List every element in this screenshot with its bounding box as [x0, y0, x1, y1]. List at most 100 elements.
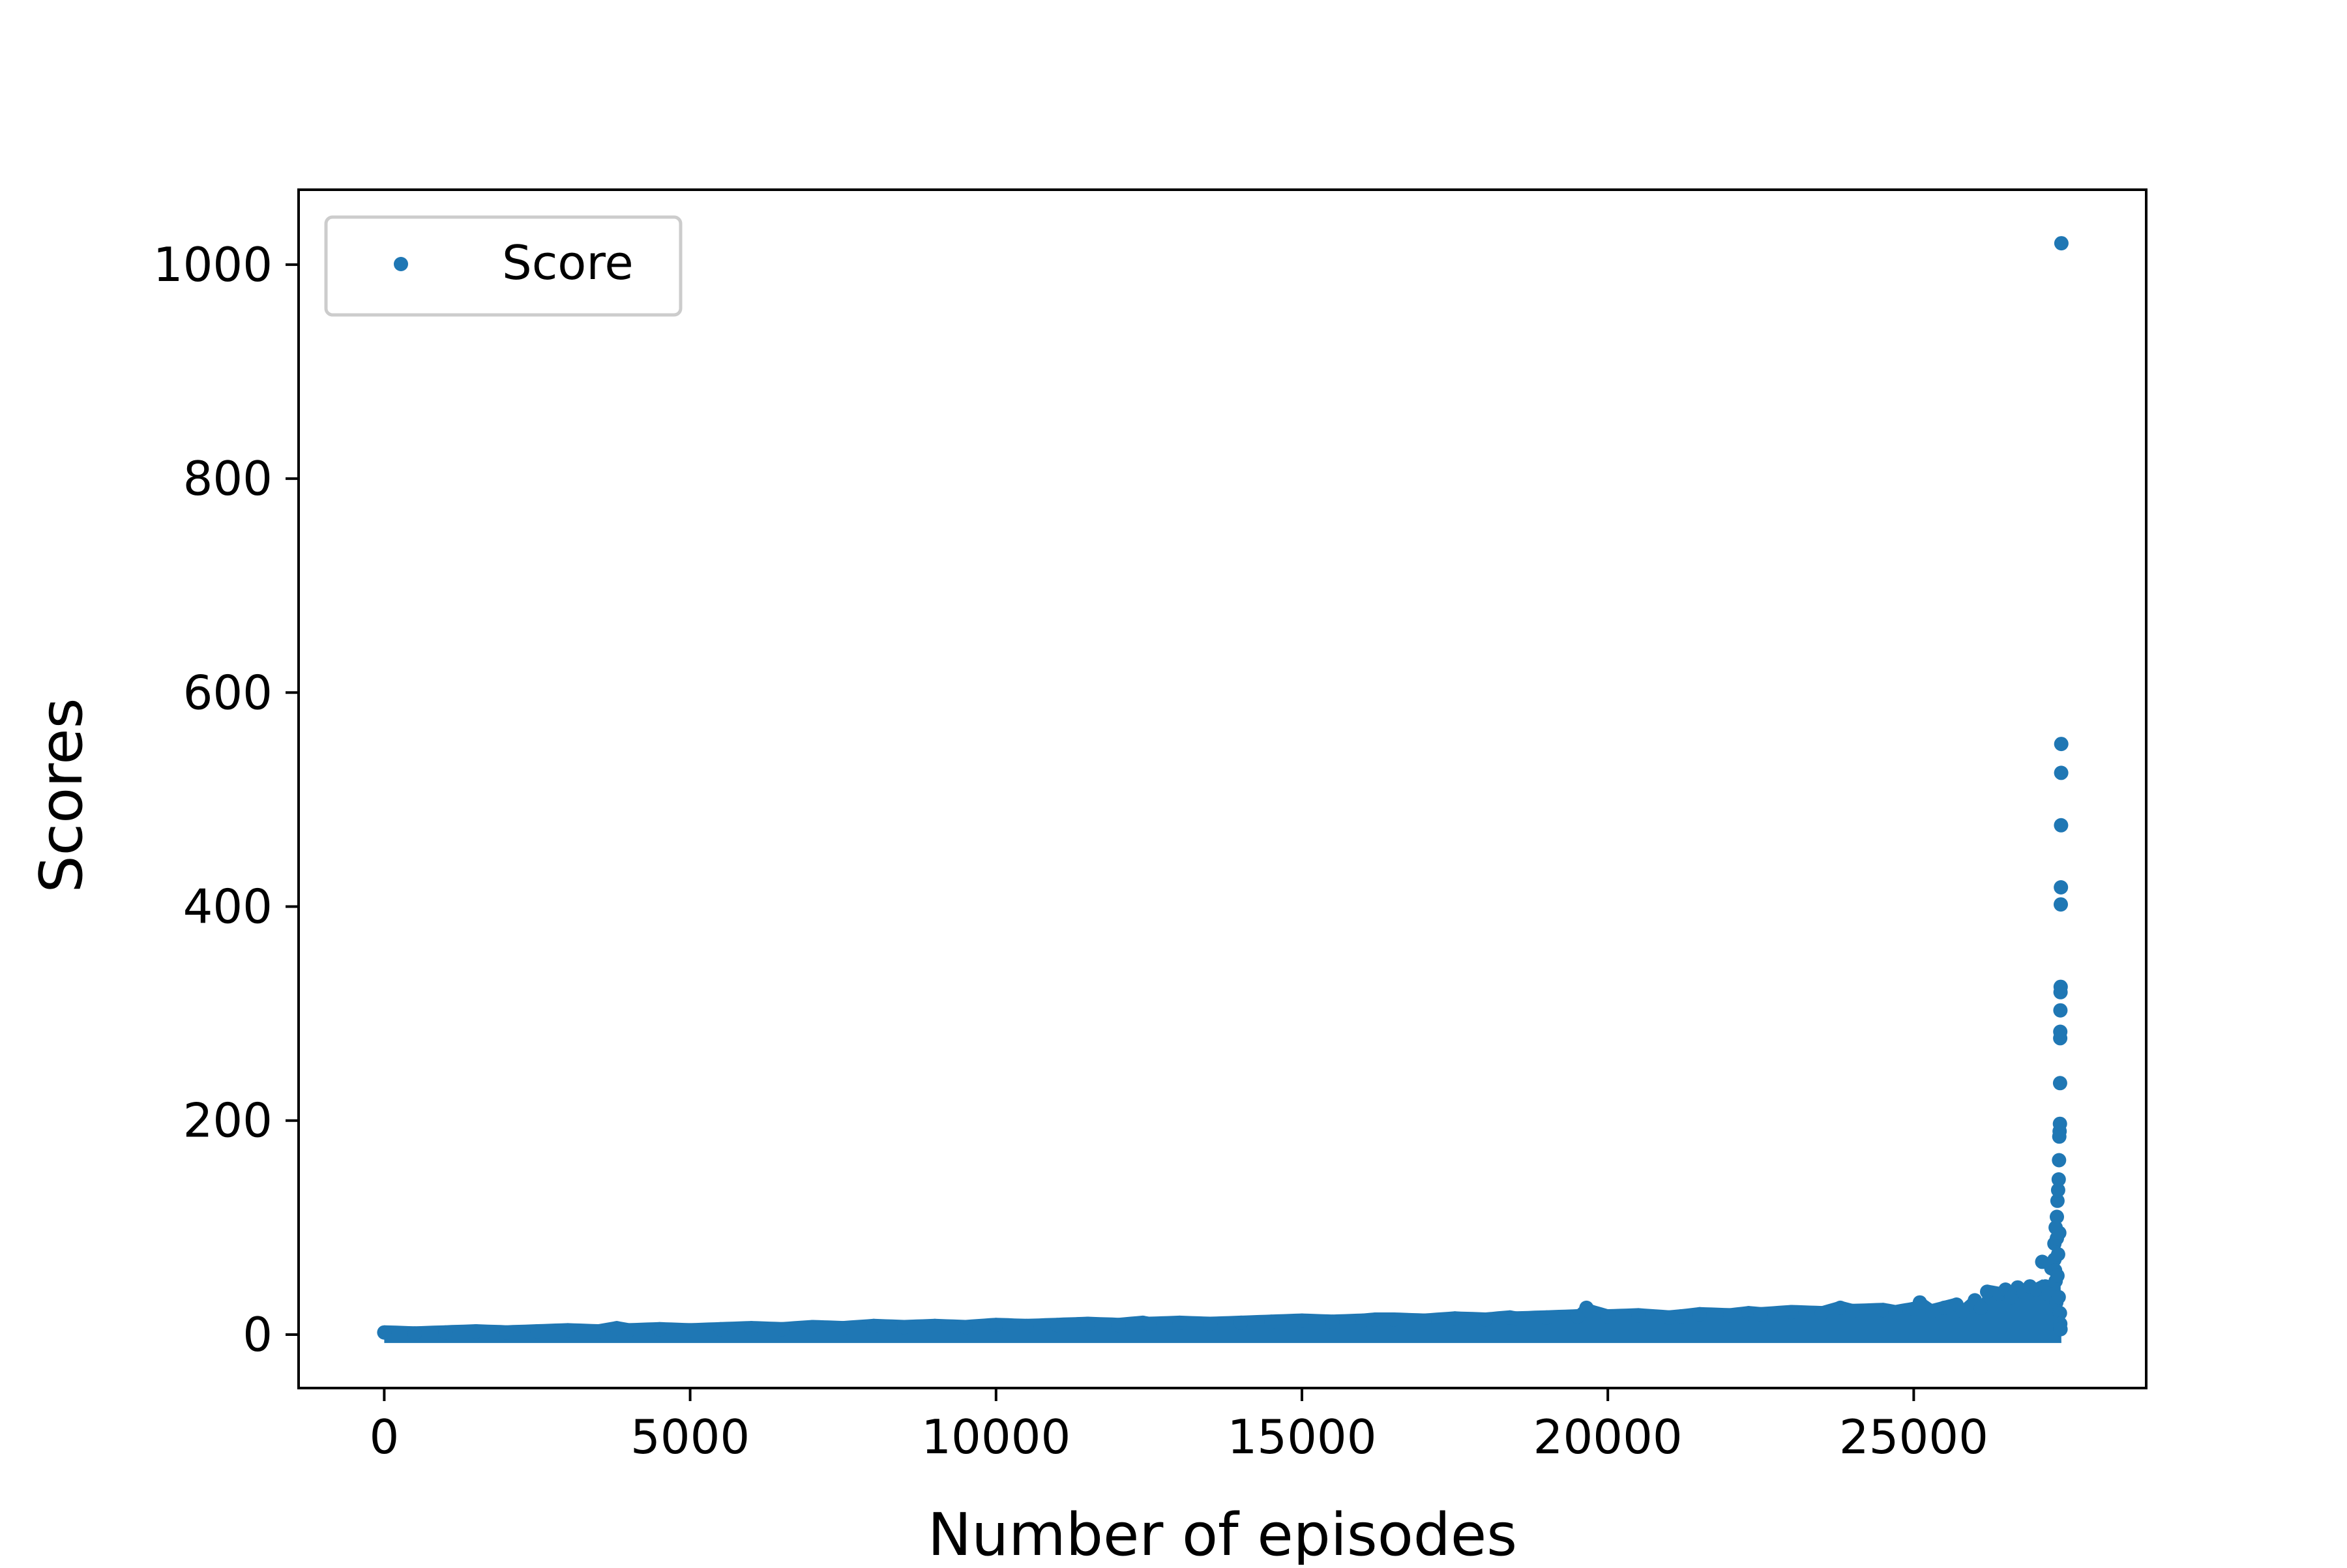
data-point: [1203, 1316, 1218, 1331]
data-point: [1973, 1300, 1988, 1315]
data-point: [1172, 1315, 1187, 1330]
data-point: [2054, 236, 2069, 251]
data-point: [1753, 1307, 1768, 1322]
data-point: [1539, 1310, 1554, 1325]
data-point: [1417, 1313, 1432, 1328]
data-point: [1980, 1284, 1994, 1299]
data-point: [1386, 1312, 1401, 1327]
y-axis-label: Scores: [27, 698, 96, 893]
data-point: [836, 1321, 851, 1336]
legend: Score: [324, 215, 683, 317]
data-point: [927, 1318, 942, 1333]
plot-area-frame: [297, 188, 2148, 1389]
data-point: [2054, 818, 2069, 833]
y-tick-label: 600: [183, 665, 273, 720]
data-point: [775, 1322, 790, 1337]
data-points: [377, 236, 2069, 1341]
x-tick-label: 15000: [1227, 1410, 1376, 1464]
x-axis-ticks: 0 5000 10000 15000 20000 25000: [369, 1388, 1988, 1464]
data-point: [530, 1324, 544, 1339]
data-point: [2050, 1209, 2064, 1224]
data-point: [2054, 897, 2068, 912]
data-point: [2053, 1003, 2068, 1018]
data-point: [683, 1323, 698, 1338]
data-point: [1368, 1312, 1383, 1327]
data-point: [866, 1318, 881, 1333]
data-point: [1741, 1306, 1756, 1321]
x-axis-label: Number of episodes: [928, 1501, 1517, 1565]
data-point: [1478, 1312, 1493, 1327]
data-point: [2052, 1153, 2067, 1168]
data-point: [1111, 1318, 1126, 1333]
data-point: [438, 1325, 453, 1340]
data-point: [1509, 1311, 1524, 1326]
data-point: [1833, 1300, 1848, 1315]
data-point: [958, 1320, 973, 1335]
legend-label: Score: [502, 235, 634, 290]
data-point: [560, 1323, 575, 1338]
data-point: [1845, 1303, 1860, 1318]
data-point: [1722, 1308, 1737, 1323]
data-point: [1662, 1310, 1676, 1325]
x-tick-label: 10000: [921, 1410, 1070, 1464]
data-point: [988, 1318, 1003, 1333]
x-tick-label: 25000: [1839, 1410, 1988, 1464]
data-point: [805, 1320, 820, 1335]
data-point: [1050, 1318, 1065, 1333]
x-tick-label: 20000: [1533, 1410, 1683, 1464]
data-point: [499, 1325, 514, 1340]
y-axis-ticks: 0 200 400 600 800 1000: [153, 237, 299, 1362]
data-point: [2053, 1024, 2068, 1039]
data-point: [1570, 1309, 1585, 1324]
baseline-band-fill: [384, 1279, 2061, 1343]
y-tick-label: 0: [243, 1307, 273, 1362]
data-point: [377, 1325, 392, 1340]
data-point: [1955, 1303, 1970, 1318]
data-point: [1937, 1300, 1952, 1315]
data-point: [469, 1324, 484, 1339]
data-point: [1142, 1316, 1157, 1331]
data-point: [744, 1321, 759, 1336]
data-point: [610, 1321, 624, 1336]
data-point: [407, 1326, 422, 1341]
data-point: [621, 1323, 636, 1338]
data-point: [1325, 1314, 1340, 1329]
data-point: [1601, 1309, 1616, 1324]
legend-marker: [394, 257, 408, 271]
data-point: [2054, 765, 2069, 780]
data-point: [1674, 1309, 1689, 1324]
data-point: [1876, 1303, 1891, 1318]
data-point: [2053, 979, 2068, 994]
data-point: [1912, 1295, 1927, 1310]
data-point: [1264, 1314, 1279, 1329]
y-tick-label: 200: [183, 1093, 273, 1148]
x-tick-label: 0: [369, 1410, 399, 1464]
data-point: [1019, 1318, 1034, 1333]
data-point: [2050, 1193, 2065, 1208]
data-point: [2054, 880, 2069, 895]
data-point: [1582, 1303, 1597, 1318]
data-point: [2050, 1183, 2065, 1198]
data-point: [2051, 1172, 2066, 1187]
dense-baseline-band: [384, 1279, 2061, 1343]
x-tick-label: 5000: [630, 1410, 750, 1464]
data-point: [1080, 1316, 1095, 1331]
data-point: [897, 1320, 911, 1335]
data-point: [1447, 1311, 1462, 1326]
data-point: [2052, 1076, 2067, 1091]
y-tick-label: 400: [183, 880, 273, 934]
data-point: [1355, 1313, 1370, 1328]
data-point: [1888, 1305, 1903, 1320]
data-point: [1784, 1305, 1799, 1320]
data-point: [2054, 737, 2069, 752]
data-point: [591, 1324, 606, 1339]
data-point: [652, 1322, 667, 1337]
data-point: [2050, 1247, 2065, 1262]
data-point: [1295, 1313, 1309, 1328]
legend-box: [324, 215, 683, 317]
data-point: [1692, 1307, 1707, 1322]
data-point: [2052, 1306, 2067, 1321]
data-point: [2050, 1268, 2065, 1283]
